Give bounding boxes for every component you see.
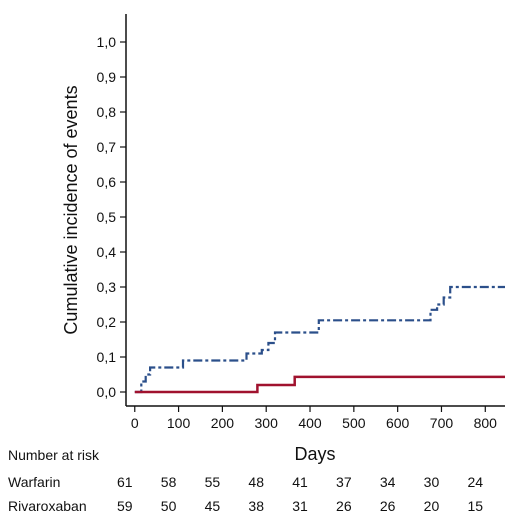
risk-count: 38 (248, 498, 264, 514)
risk-count: 58 (161, 474, 177, 490)
risk-count: 30 (424, 474, 440, 490)
plot-area: 0,0 0,1 0,2 0,3 0,4 0,5 0,6 0,7 0,8 0,9 1,0 0 100 20… (97, 14, 505, 431)
risk-count: 34 (380, 474, 396, 490)
y-tick-label: 0,2 (97, 314, 117, 330)
risk-count: 26 (336, 498, 352, 514)
series-lines (134, 285, 505, 394)
y-axis-title: Cumulative incidence of events (61, 85, 81, 334)
x-tick-label: 100 (167, 415, 191, 431)
risk-row-label: Rivaroxaban (8, 498, 87, 514)
y-tick-label: 0,7 (97, 139, 117, 155)
y-tick-label: 1,0 (97, 34, 117, 50)
x-tick-label: 400 (298, 415, 322, 431)
risk-count: 31 (292, 498, 308, 514)
risk-count: 26 (380, 498, 396, 514)
rivaroxaban-incidence-line (134, 375, 505, 394)
x-tick-label: 0 (131, 415, 139, 431)
y-tick-label: 0,8 (97, 104, 117, 120)
warfarin-incidence-line (134, 285, 505, 394)
risk-row-label: Warfarin (8, 474, 60, 490)
y-tick-label: 0,9 (97, 69, 117, 85)
risk-count: 45 (205, 498, 221, 514)
y-tick-label: 0,1 (97, 349, 117, 365)
risk-count: 61 (117, 474, 133, 490)
x-tick-label: 600 (386, 415, 410, 431)
risk-count: 20 (424, 498, 440, 514)
x-tick-label: 700 (430, 415, 454, 431)
risk-count: 24 (467, 474, 483, 490)
number-at-risk-table: Number at risk Warfarin 61 58 55 48 41 37 34 30 2… (8, 447, 483, 514)
risk-count: 37 (336, 474, 352, 490)
risk-count: 59 (117, 498, 133, 514)
y-tick-label: 0,5 (97, 209, 117, 225)
y-tick-label: 0,4 (97, 244, 117, 260)
y-tick-label: 0,6 (97, 174, 117, 190)
y-tick-label: 0,0 (97, 384, 117, 400)
risk-count: 15 (467, 498, 483, 514)
risk-table-header: Number at risk (8, 447, 100, 463)
risk-count: 48 (248, 474, 264, 490)
x-tick-label: 500 (342, 415, 366, 431)
x-axis-title: Days (294, 444, 335, 464)
y-tick-label: 0,3 (97, 279, 117, 295)
risk-count: 41 (292, 474, 308, 490)
x-tick-label: 300 (255, 415, 279, 431)
y-axis-ticks: 0,0 0,1 0,2 0,3 0,4 0,5 0,6 0,7 0,8 0,9 1,0 (97, 34, 126, 400)
x-tick-label: 800 (474, 415, 498, 431)
x-axis-ticks: 0 100 200 300 400 500 600 700 800 (131, 406, 497, 431)
risk-count: 55 (205, 474, 221, 490)
risk-count: 50 (161, 498, 177, 514)
x-tick-label: 200 (211, 415, 235, 431)
